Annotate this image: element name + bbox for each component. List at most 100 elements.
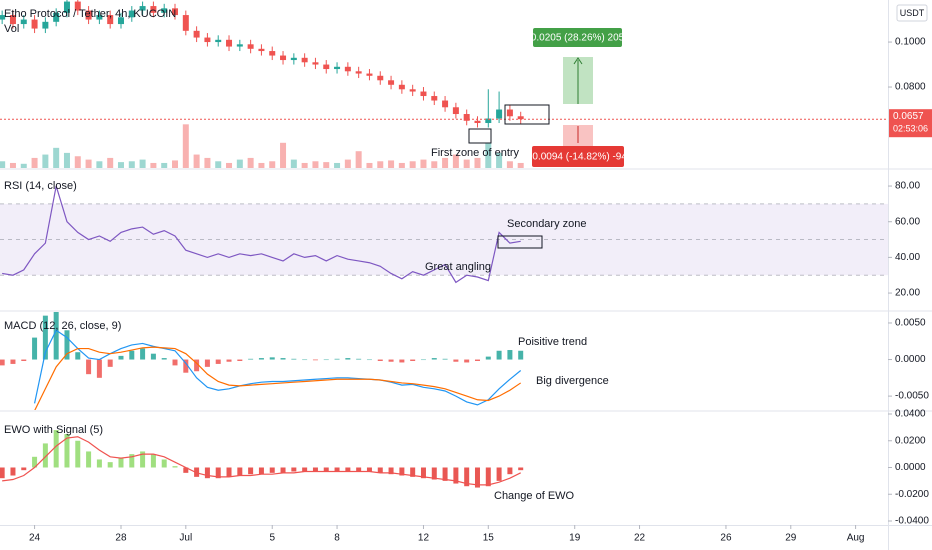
volume-bar: [258, 162, 265, 168]
histogram-bar: [258, 467, 264, 475]
histogram-bar: [86, 451, 92, 468]
candle-body: [161, 8, 168, 13]
histogram-bar: [388, 359, 394, 362]
histogram-bar: [183, 359, 189, 373]
target-label-box: [533, 28, 622, 47]
candle-body: [420, 91, 427, 97]
volume-bar: [85, 159, 92, 168]
histogram-bar: [323, 467, 329, 472]
candle-body: [247, 44, 254, 49]
annotation: Poisitive trend: [518, 336, 587, 348]
volume-bar: [355, 151, 362, 168]
candle-body: [485, 118, 492, 124]
histogram-bar: [302, 467, 308, 472]
indicator-line: [33, 329, 522, 406]
histogram-bar: [150, 454, 156, 468]
histogram-bar: [0, 359, 5, 366]
candle-body: [496, 109, 503, 119]
y-tick-label: 80.00: [895, 181, 920, 192]
histogram-bar: [377, 359, 383, 361]
candle-body: [74, 1, 81, 11]
volume-bar: [31, 157, 38, 168]
histogram-bar: [356, 358, 362, 360]
histogram-bar: [10, 467, 16, 476]
candle-body: [139, 6, 146, 11]
histogram-bar: [464, 467, 470, 487]
volume-bar: [398, 162, 405, 168]
histogram-bar: [258, 358, 264, 360]
histogram-bar: [496, 467, 502, 481]
y-tick-label: 0.0200: [895, 435, 926, 446]
histogram-bar: [399, 359, 405, 363]
histogram-bar: [302, 359, 308, 361]
candle-body: [377, 75, 384, 81]
histogram-bar: [172, 359, 178, 366]
ewo-pane: [0, 430, 524, 488]
histogram-bar: [161, 358, 167, 360]
x-tick-label: 5: [269, 533, 275, 544]
annotation: Big divergence: [536, 375, 609, 387]
volume-bar: [161, 162, 168, 168]
candle-body: [301, 57, 308, 63]
histogram-bar: [453, 467, 459, 484]
volume-bar: [452, 154, 459, 168]
volume-bar: [388, 160, 395, 168]
volume-bar: [172, 160, 179, 168]
candle-body: [269, 51, 276, 56]
indicator-line: [34, 346, 522, 410]
histogram-bar: [345, 358, 351, 360]
candle-body: [290, 57, 297, 61]
candle-body: [431, 96, 438, 101]
candle-body: [226, 39, 233, 47]
x-tick-label: 15: [483, 533, 495, 544]
volume-bar: [117, 162, 124, 168]
y-tick-label: 0.0050: [895, 318, 926, 329]
y-tick-label: 0.0800: [895, 82, 926, 93]
volume-bar: [236, 159, 243, 168]
volume-bar: [204, 157, 211, 168]
histogram-bar: [161, 459, 167, 468]
histogram-bar: [129, 454, 135, 468]
histogram-bar: [334, 358, 340, 360]
x-tick-label: 12: [418, 533, 430, 544]
y-tick-label: 60.00: [895, 216, 920, 227]
histogram-bar: [204, 359, 210, 367]
histogram-bar: [42, 315, 48, 360]
candle-body: [42, 21, 49, 29]
histogram-bar: [410, 359, 416, 361]
histogram-bar: [64, 330, 70, 360]
candle-body: [128, 10, 135, 18]
annotation: Great angling: [425, 261, 491, 273]
histogram-bar: [150, 353, 156, 360]
histogram-bar: [194, 467, 200, 477]
volume-bar: [247, 157, 254, 168]
rsi-line: [2, 185, 521, 284]
histogram-bar: [507, 350, 513, 360]
y-tick-label: 0.0000: [895, 462, 926, 473]
histogram-bar: [485, 467, 491, 487]
histogram-bar: [518, 350, 524, 360]
volume-bar: [128, 161, 135, 168]
candle-body: [85, 10, 92, 20]
histogram-bar: [507, 467, 513, 475]
histogram-bar: [96, 459, 102, 468]
histogram-bar: [204, 467, 210, 479]
currency: USDT: [900, 8, 925, 18]
candle-body: [323, 64, 330, 70]
x-tick-label: 24: [29, 533, 41, 544]
candle-body: [172, 8, 179, 16]
histogram-bar: [442, 467, 448, 481]
candle-body: [236, 44, 243, 47]
pane-subtitle: Vol: [4, 23, 19, 35]
volume-bar: [150, 162, 157, 168]
countdown: 02:53:06: [893, 124, 928, 134]
histogram-bar: [474, 359, 480, 361]
histogram-bar: [21, 467, 27, 471]
histogram-bar: [323, 359, 329, 361]
histogram-bar: [312, 359, 318, 361]
y-tick-label: -0.0050: [895, 391, 929, 402]
candle-body: [334, 66, 341, 70]
candle-body: [96, 15, 103, 20]
histogram-bar: [464, 359, 470, 363]
candle-body: [0, 15, 6, 20]
